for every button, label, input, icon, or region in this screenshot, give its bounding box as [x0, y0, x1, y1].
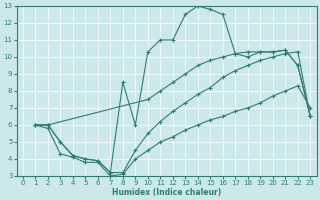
X-axis label: Humidex (Indice chaleur): Humidex (Indice chaleur)	[112, 188, 221, 197]
